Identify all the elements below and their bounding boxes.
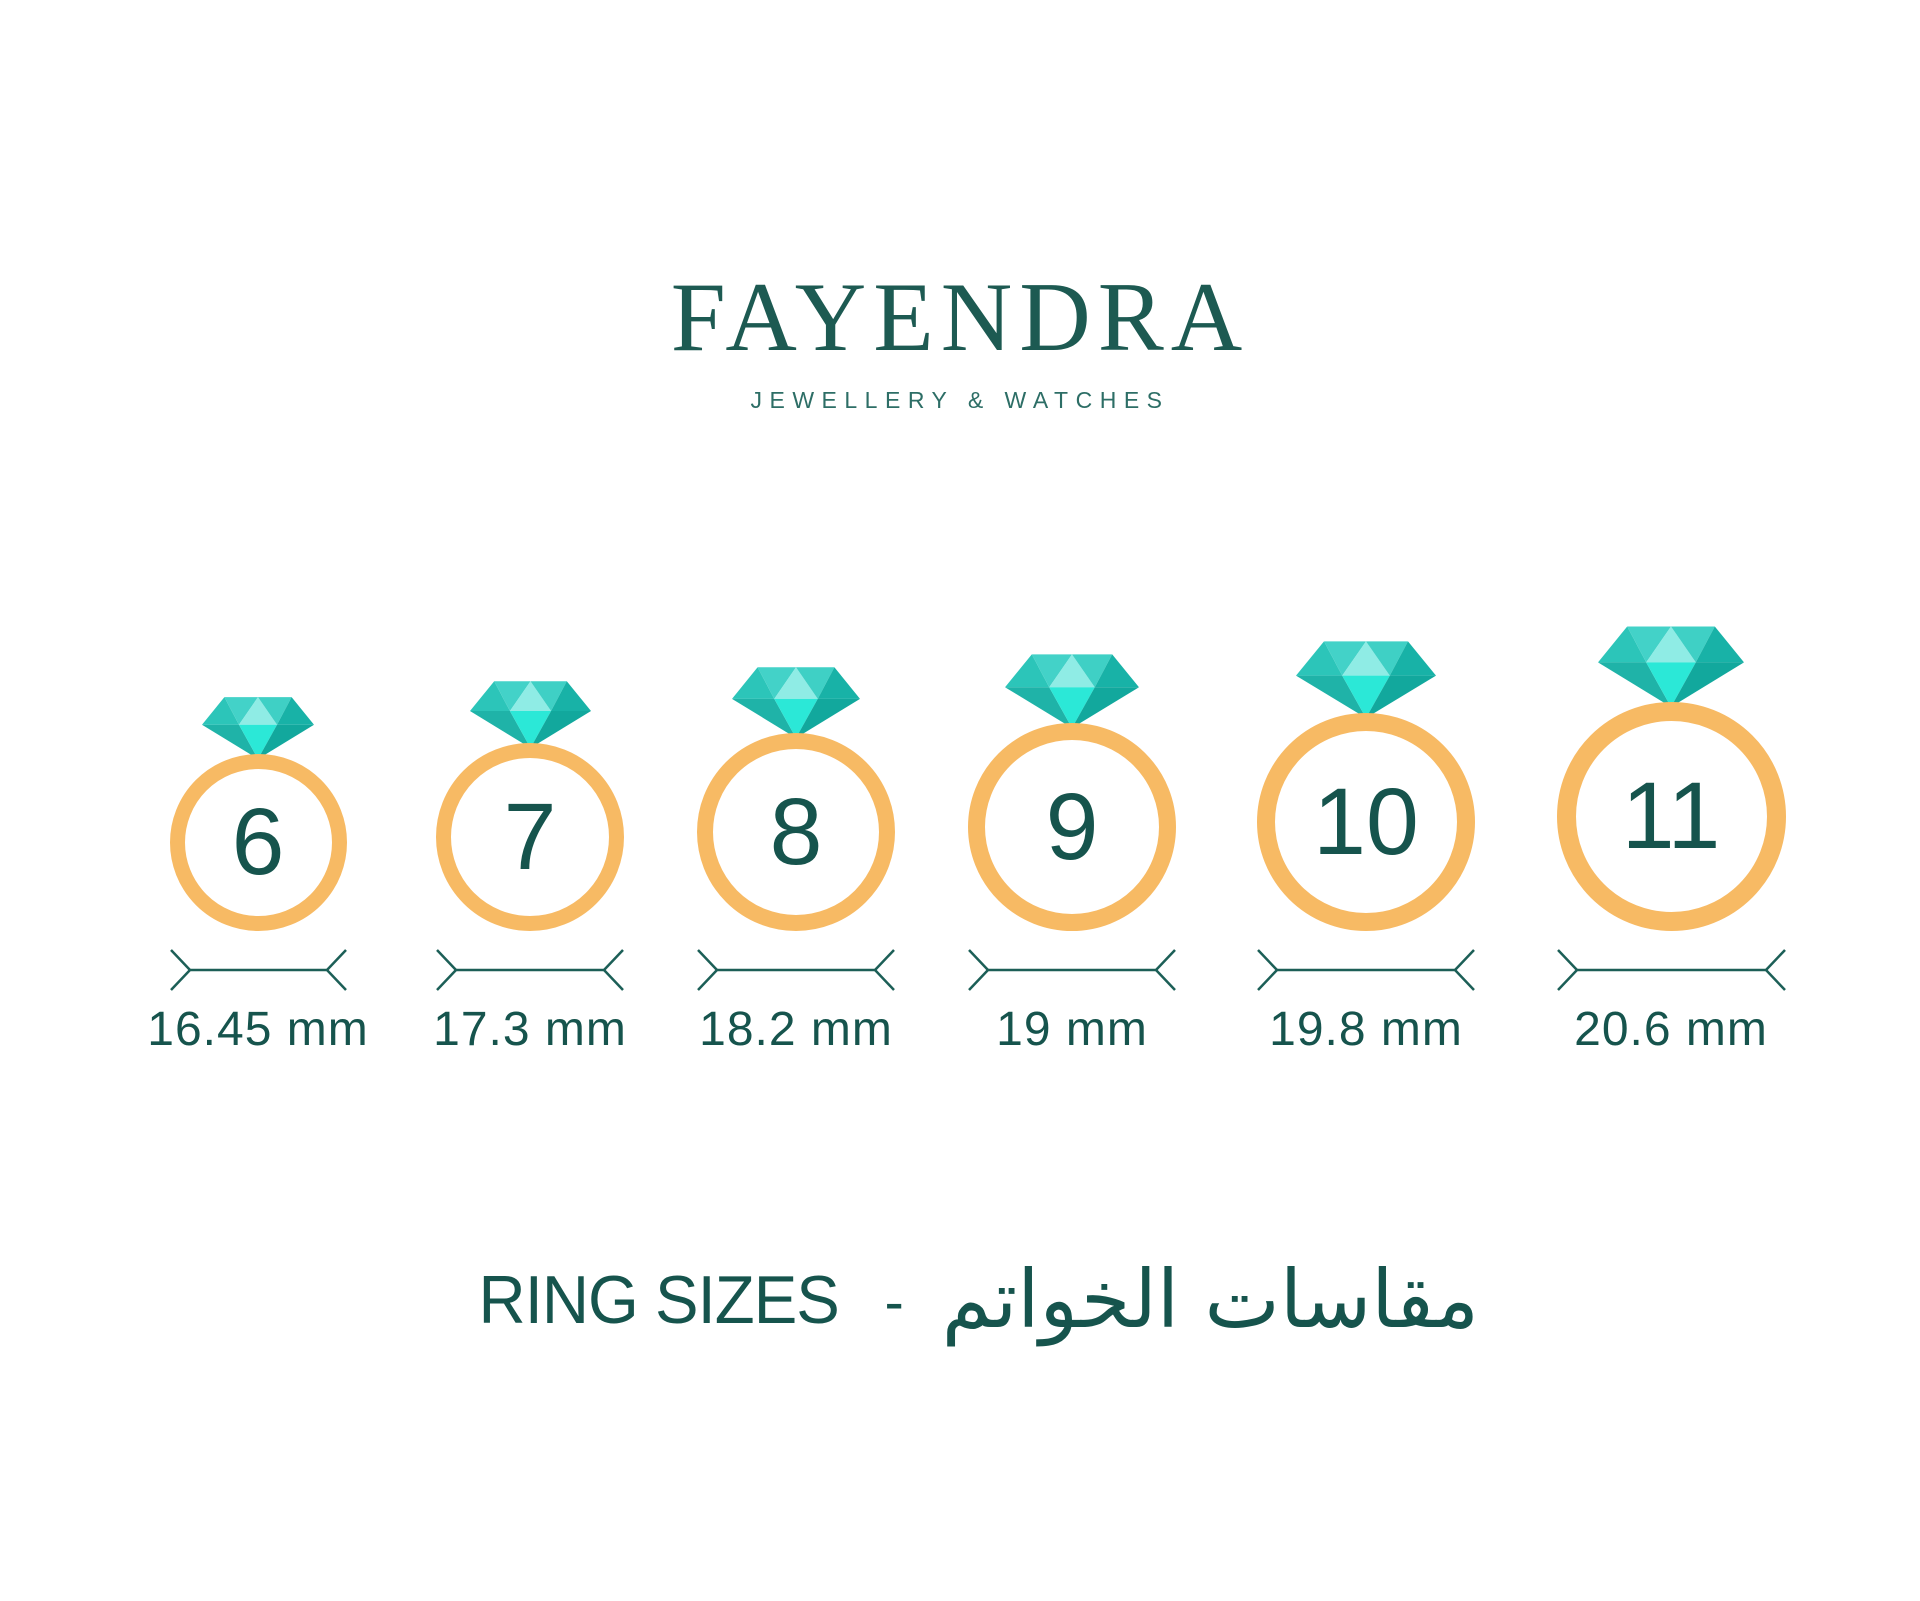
dimension-arrow [968, 948, 1176, 992]
dimension-arrow [436, 948, 624, 992]
diamond-icon [202, 696, 314, 759]
dimension-arrow [697, 948, 895, 992]
ring-diameter-label: 18.2 mm [699, 1003, 893, 1056]
diamond-icon [1005, 653, 1139, 728]
page-title: RING SIZES - مقاسات الخواتم [0, 1244, 1920, 1356]
ring-size-number: 8 [769, 778, 823, 885]
ring-size-number: 7 [503, 783, 557, 890]
ring-diameter-label: 17.3 mm [433, 1003, 627, 1056]
dimension-arrow [1257, 948, 1475, 992]
brand-tagline: JEWELLERY & WATCHES [750, 387, 1170, 413]
dimension-arrow [169, 948, 347, 992]
page-title-separator: - [884, 1270, 904, 1335]
page-title-arabic: مقاسات الخواتم [941, 1253, 1479, 1346]
ring-size-number: 11 [1621, 763, 1721, 869]
diamond-icon [1598, 625, 1744, 707]
ring-diameter-label: 19 mm [996, 1003, 1148, 1056]
ring-size-number: 9 [1045, 773, 1099, 880]
dimension-arrow [1556, 948, 1786, 992]
brand-logo: FAYENDRA [670, 263, 1250, 372]
diamond-icon [732, 666, 860, 738]
ring-band [436, 743, 624, 931]
diamond-icon [469, 680, 591, 748]
ring-size-number: 6 [231, 789, 285, 895]
ring-size-number: 10 [1313, 768, 1419, 875]
page-title-english: RING SIZES [478, 1262, 840, 1338]
ring-diameter-label: 19.8 mm [1269, 1003, 1463, 1056]
ring-diameter-label: 20.6 mm [1574, 1003, 1768, 1056]
diamond-icon [1296, 640, 1436, 718]
ring-diameter-label: 16.45 mm [147, 1003, 369, 1056]
